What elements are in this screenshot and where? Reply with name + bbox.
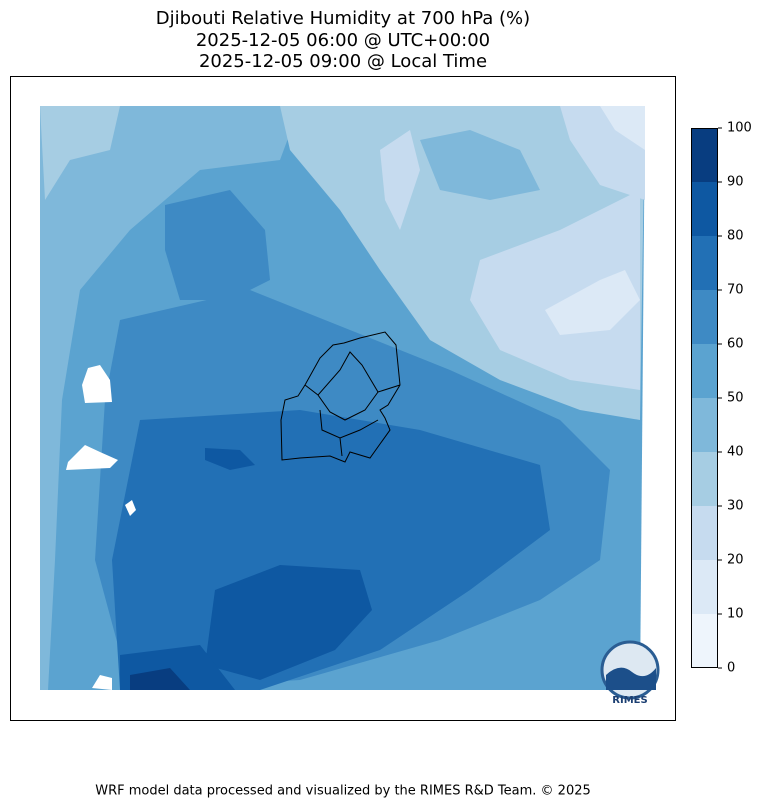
colorbar-segment <box>691 344 718 398</box>
logo-text: RIMES <box>612 695 647 706</box>
colorbar-tick-label: 40 <box>727 445 744 460</box>
no-data-patch <box>82 365 112 403</box>
contour-region <box>600 106 645 150</box>
colorbar-tick-label: 70 <box>727 283 744 298</box>
colorbar: 0 10 20 30 40 50 60 70 80 90 100 <box>691 121 752 676</box>
contour-region <box>380 130 420 230</box>
colorbar-segment <box>691 506 718 560</box>
colorbar-tick-label: 50 <box>727 391 744 406</box>
colorbar-tick-label: 90 <box>727 175 744 190</box>
title-line: 2025-12-05 09:00 @ Local Time <box>199 51 487 72</box>
colorbar-segment <box>691 182 718 236</box>
footer: WRF model data processed and visualized … <box>95 784 591 799</box>
map-frame <box>10 76 676 721</box>
colorbar-tick-label: 100 <box>727 121 752 136</box>
contour-region <box>130 668 190 690</box>
contour-region <box>40 106 120 200</box>
no-data-patch <box>66 445 118 470</box>
colorbar-segment <box>691 560 718 614</box>
contour-region <box>40 106 300 690</box>
map-area <box>40 106 645 690</box>
no-data-patch <box>125 500 136 516</box>
title-line: 2025-12-05 06:00 @ UTC+00:00 <box>196 30 490 51</box>
colorbar-segment <box>691 236 718 290</box>
contour-region <box>205 565 372 680</box>
colorbar-tick-label: 10 <box>727 607 744 622</box>
colorbar-segment <box>691 614 718 668</box>
contour-region <box>165 190 270 300</box>
no-data-patch <box>92 675 112 690</box>
title-line: Djibouti Relative Humidity at 700 hPa (%… <box>156 8 530 29</box>
colorbar-tick-label: 20 <box>727 553 744 568</box>
logo: RIMES <box>600 640 660 706</box>
contour-region <box>545 270 640 335</box>
colorbar-segment <box>691 128 718 182</box>
logo-wave <box>606 667 656 690</box>
colorbar-segment <box>691 398 718 452</box>
contour-region <box>470 190 640 390</box>
colorbar-tick-label: 0 <box>727 661 735 676</box>
contour-region <box>420 130 540 200</box>
colorbar-segment <box>691 452 718 506</box>
colorbar-tick-label: 30 <box>727 499 744 514</box>
colorbar-frame <box>691 128 718 668</box>
colorbar-tick-label: 60 <box>727 337 744 352</box>
colorbar-tick-label: 80 <box>727 229 744 244</box>
contour-region <box>205 448 255 470</box>
country-borders <box>280 331 401 463</box>
colorbar-segment <box>691 290 718 344</box>
